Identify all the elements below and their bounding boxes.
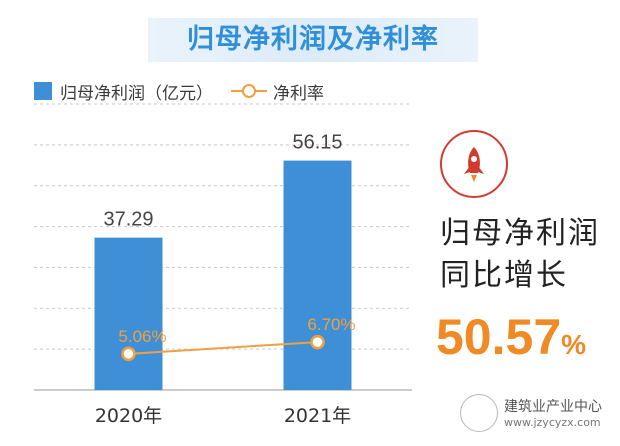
rocket-icon	[440, 130, 508, 198]
bar	[283, 160, 352, 390]
line-legend-label: 净利率	[273, 83, 324, 104]
legend: 归母净利润（亿元） 净利率	[34, 78, 324, 104]
bar	[94, 237, 163, 390]
growth-number: 50.57	[436, 309, 562, 365]
watermark-url: www.jzycyzx.com	[504, 416, 601, 429]
title-band	[148, 18, 478, 62]
bar-value-label: 37.29	[103, 209, 153, 231]
watermark-name: 建筑业产业中心	[504, 399, 602, 415]
watermark: 建筑业产业中心 www.jzycyzx.com	[460, 392, 610, 436]
line-point	[310, 334, 325, 350]
growth-unit: %	[561, 329, 587, 360]
rocket-icon-graphic	[464, 147, 484, 182]
line-series	[128, 341, 318, 355]
line-legend-symbol	[231, 84, 267, 98]
bar-value-label: 56.15	[292, 132, 342, 154]
side-label-line1: 归母净利润	[440, 216, 600, 251]
x-tick-label: 2021年	[284, 405, 351, 427]
chart-title: 归母净利润及净利率	[187, 24, 439, 55]
bar-legend-label: 归母净利润（亿元）	[60, 83, 213, 104]
bar-legend-swatch	[34, 82, 52, 100]
side-label-line2: 同比增长	[440, 258, 568, 293]
line-value-label: 6.70%	[307, 315, 355, 334]
line-value-label: 5.06%	[118, 327, 166, 346]
x-tick-label: 2020年	[95, 405, 162, 427]
growth-value: 50.57%	[436, 308, 586, 366]
watermark-seal-icon	[460, 394, 498, 432]
line-point	[121, 346, 136, 362]
